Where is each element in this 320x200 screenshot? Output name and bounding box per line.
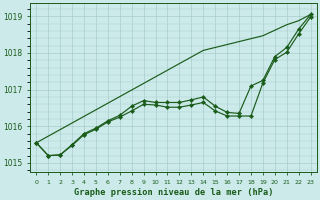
- X-axis label: Graphe pression niveau de la mer (hPa): Graphe pression niveau de la mer (hPa): [74, 188, 273, 197]
